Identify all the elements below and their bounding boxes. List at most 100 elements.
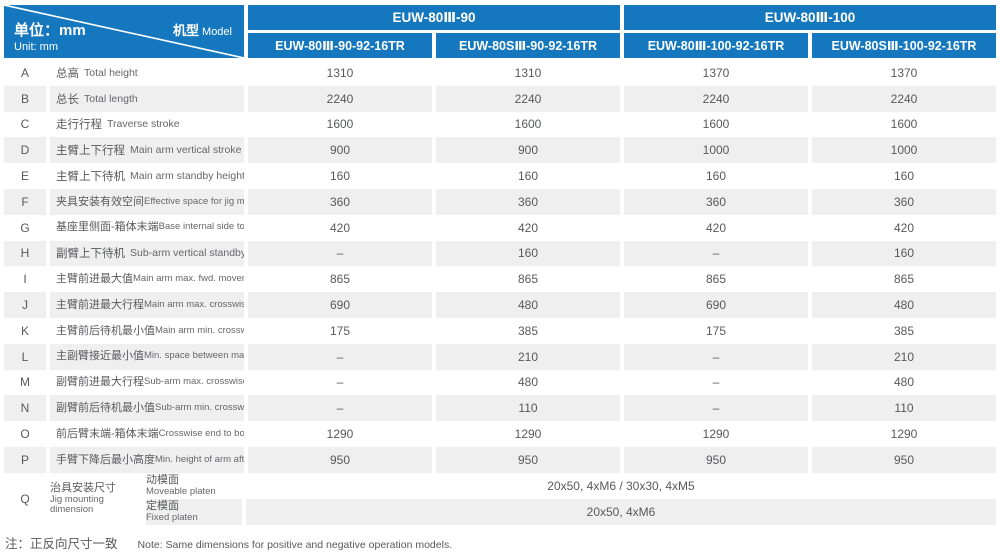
jig-mounting-row: Q 治具安装尺寸 Jig mounting dimension 动模面 Move…: [4, 473, 996, 525]
value-cell: 865: [517, 272, 539, 287]
value-cell: 1370: [890, 65, 918, 80]
value-cell: 1290: [514, 427, 542, 442]
row-letter: J: [4, 292, 46, 318]
row-label-zh: 总长: [56, 93, 79, 106]
value-cell: 1000: [624, 137, 808, 164]
unit-label-zh: 单位：mm: [14, 22, 86, 40]
value-cell: –: [248, 395, 432, 422]
fixed-platen-value: 20x50, 4xM6: [246, 498, 996, 525]
value-cell: 360: [436, 188, 620, 215]
row-label-en: Main arm standby height: [130, 170, 244, 183]
group-header-90: EUW-80Ⅲ-90: [248, 5, 620, 30]
row-label-zh: 前后臂末端-箱体末端: [56, 427, 159, 440]
value-cell: 110: [436, 395, 620, 422]
platen-values: 20x50, 4xM6 / 30x30, 4xM5 20x50, 4xM6: [246, 473, 996, 525]
diagonal-divider: [4, 5, 244, 58]
row-label: 走行行程 Traverse stroke: [50, 112, 244, 138]
row-letter: F: [4, 188, 46, 215]
value-cell: 160: [329, 169, 351, 184]
row-letter: L: [4, 343, 46, 370]
footer-note-zh: 注：正反向尺寸一致: [5, 536, 118, 551]
value-cell: 385: [893, 323, 915, 338]
value-cell: 480: [893, 375, 915, 390]
row-label-zh: 治具安装尺寸: [50, 481, 116, 494]
row-label-en: Min. height of arm after descending: [155, 453, 244, 465]
row-letter: G: [20, 220, 30, 235]
row-label-en: Sub-arm min. crosswise standby: [155, 402, 244, 413]
model-label-zh: 机型: [173, 23, 200, 38]
row-label-en: Jig mounting dimension: [50, 493, 104, 516]
value-cell: –: [248, 240, 432, 267]
row-label-zh: 主臂前进最大值: [56, 273, 133, 286]
value-cell: 385: [517, 323, 539, 338]
value-cell: 1600: [514, 117, 542, 132]
value-cell: 950: [812, 446, 996, 473]
row-letter: A: [20, 65, 29, 80]
spec-row: D 主臂上下行程 Main arm vertical stroke 900 900…: [4, 137, 996, 164]
value-cell: 1600: [702, 117, 730, 132]
row-letter: K: [20, 323, 29, 338]
row-label-zh: 主臂前进最大行程: [56, 298, 144, 311]
value-cell: 865: [329, 272, 351, 287]
value-cell: 480: [812, 292, 996, 318]
row-letter: D: [4, 137, 46, 164]
value-cell: 1310: [326, 65, 354, 80]
value-cell: 210: [812, 343, 996, 370]
row-label-zh: 夹具安装有效空间: [56, 195, 144, 208]
value-cell: 1600: [890, 117, 918, 132]
table-body: A 总高 Total height 1310 1310 1370 1370 B 总…: [4, 60, 996, 473]
value-cell: 175: [329, 323, 351, 338]
moveable-platen-zh: 动模面: [146, 474, 179, 487]
value-cell: 690: [624, 292, 808, 318]
footer-note-en: Note: Same dimensions for positive and n…: [137, 538, 453, 551]
value-cell: –: [248, 343, 432, 370]
row-label-zh: 副臂上下待机: [56, 248, 125, 261]
row-letter: N: [4, 395, 46, 422]
row-label-zh: 主臂上下待机: [56, 171, 125, 184]
value-cell: 2240: [248, 85, 432, 112]
row-label-zh: 总高: [56, 67, 79, 80]
row-letter: Q: [20, 491, 30, 506]
value-cell: 360: [248, 188, 432, 215]
value-cell: 360: [812, 188, 996, 215]
value-cell: 1370: [702, 65, 730, 80]
value-cell: 865: [893, 272, 915, 287]
row-label-zh: 走行行程: [56, 119, 102, 132]
corner-cell: 机型 Model 单位：mm Unit: mm: [4, 5, 244, 58]
value-cell: 1290: [890, 427, 918, 442]
value-cell: 420: [705, 220, 727, 235]
value-cell: 1290: [702, 427, 730, 442]
row-label-en: Traverse stroke: [107, 118, 180, 131]
moveable-platen-en: Moveable platen: [146, 485, 216, 497]
group-header-100: EUW-80Ⅲ-100: [624, 5, 996, 30]
row-label-en: Crosswise end to box end: [158, 427, 244, 439]
row-label-en: Effective space for jig mounting: [144, 195, 244, 207]
value-cell: 480: [517, 375, 539, 390]
row-label-en: Main arm max. crosswise stroke: [144, 298, 244, 310]
spec-row: C 走行行程 Traverse stroke 1600 1600 1600 160…: [4, 112, 996, 138]
value-cell: 950: [436, 446, 620, 473]
row-label-en: Main arm min. crosswise standby: [155, 324, 244, 336]
row-label-zh: 主副臂接近最小值: [56, 350, 144, 363]
spec-row: B 总长 Total length 2240 2240 2240 2240: [4, 85, 996, 112]
row-letter: H: [4, 240, 46, 267]
row-letter: M: [20, 375, 30, 390]
table-header: 机型 Model 单位：mm Unit: mm EUW-80Ⅲ-90 EUW-80…: [4, 5, 996, 58]
value-cell: 1000: [812, 137, 996, 164]
spec-row: A 总高 Total height 1310 1310 1370 1370: [4, 60, 996, 86]
row-label-zh: 主臂前后待机最小值: [56, 324, 155, 337]
